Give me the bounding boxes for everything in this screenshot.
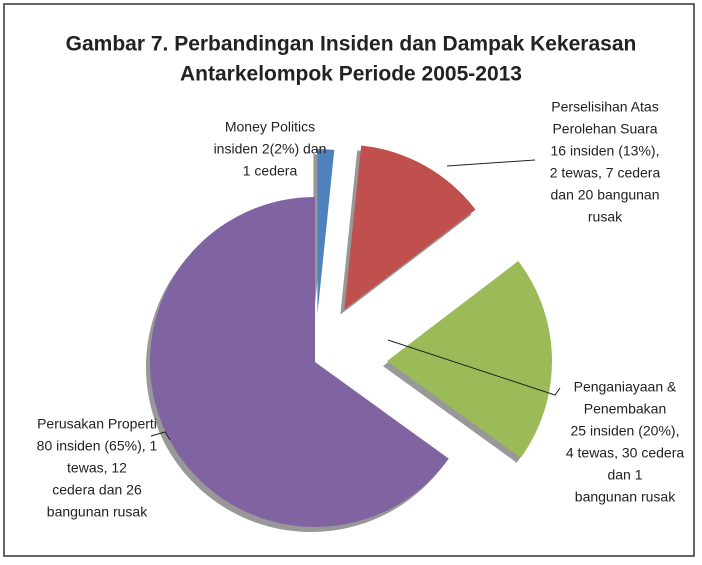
pie-slice	[344, 145, 476, 310]
data-label: bangunan rusak	[47, 504, 148, 520]
labels: Money Politics insiden 2(2%) dan 1 cedera P…	[37, 99, 685, 520]
chart-title: Antarkelompok Periode 2005-2013	[180, 63, 522, 86]
data-label: 25 insiden (20%),	[571, 423, 680, 439]
pie	[146, 145, 552, 532]
data-label: Perselisihan Atas	[551, 99, 658, 115]
data-label: 4 tewas, 30 cedera	[566, 445, 685, 461]
leader-line	[387, 339, 561, 396]
data-label: Perusakan Properti	[37, 416, 157, 432]
leader-line	[150, 431, 171, 441]
data-label: Money Politics	[225, 119, 315, 135]
data-label: 80 insiden (65%), 1	[37, 438, 158, 454]
data-label: rusak	[588, 209, 623, 225]
title: Gambar 7. Perbandingan Insiden dan Dampa…	[66, 33, 637, 86]
pie-slice	[386, 261, 552, 458]
data-label: Perolehan Suara	[552, 121, 657, 137]
data-label: insiden 2(2%) dan	[214, 141, 327, 157]
data-label: Penembakan	[584, 401, 667, 417]
leader-line	[446, 159, 536, 167]
data-label: 1 cedera	[243, 163, 298, 179]
data-label: tewas, 12	[67, 460, 127, 476]
data-label: cedera dan 26	[52, 482, 142, 498]
data-label: dan 20 bangunan	[551, 187, 660, 203]
data-label: Penganiayaan &	[574, 379, 677, 395]
data-label: bangunan rusak	[575, 489, 676, 505]
data-label: dan 1	[607, 467, 642, 483]
chart-title: Gambar 7. Perbandingan Insiden dan Dampa…	[66, 33, 637, 56]
pie-slice	[317, 149, 335, 315]
data-label: 2 tewas, 7 cedera	[550, 165, 661, 181]
data-label: 16 insiden (13%),	[551, 143, 660, 159]
pie-slice	[150, 197, 449, 527]
